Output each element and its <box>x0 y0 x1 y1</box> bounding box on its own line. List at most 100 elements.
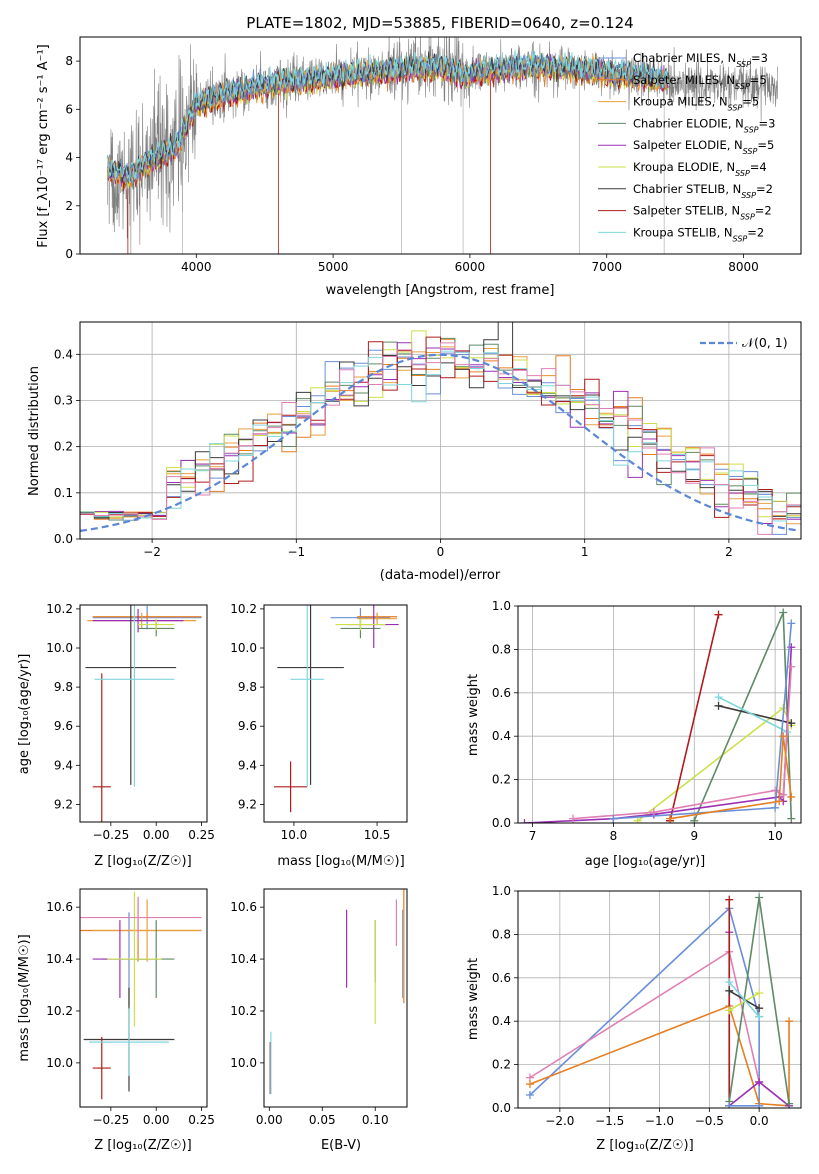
plot-area <box>520 608 796 823</box>
mw-marker-salpeter_miles-8-0 <box>666 814 675 823</box>
mw-marker-chabrier_miles-0-0 <box>525 1090 534 1099</box>
mw-marker-kroupa_elodie-6-0 <box>725 1006 734 1015</box>
y-tick-label-3: 0.6 <box>492 686 511 700</box>
x-tick-label-2: 6000 <box>455 260 486 274</box>
y-tick-label-0: 10.0 <box>46 1056 73 1070</box>
mw-marker-chabrier_elodie-5-2 <box>785 1099 794 1108</box>
model-line-chabrier_stelib <box>106 51 669 182</box>
x-tick-label-3: 7000 <box>591 260 622 274</box>
x-tick-label-2: 0.25 <box>188 828 215 842</box>
y-tick-label-0: 9.2 <box>238 797 257 811</box>
y-tick-label-2: 0.4 <box>492 1014 511 1028</box>
spectrum-xlabel: wavelength [Angstrom, rest frame] <box>326 283 555 298</box>
mw-marker-salpeter_miles-8-2 <box>779 732 788 741</box>
mw-marker-pink-6-3 <box>779 790 788 799</box>
mw-marker-salpeter_miles-2-4 <box>785 1017 794 1026</box>
x-tick-label-2: 0.25 <box>188 1113 215 1127</box>
x-tick-label-1: 10.5 <box>364 828 391 842</box>
hist-salpeter_stelib <box>80 336 801 539</box>
x-tick-label-1: −1 <box>287 545 305 559</box>
y-tick-label-3: 9.8 <box>54 680 73 694</box>
y-tick-label-3: 10.6 <box>230 900 257 914</box>
plot-area <box>85 605 202 822</box>
mw-marker-chabrier_elodie-1-1 <box>779 608 788 617</box>
y-tick-label-5: 1.0 <box>492 884 511 898</box>
legend-label-chabrier_stelib: Chabrier STELIB, NSSP=2 <box>633 182 773 200</box>
resid-legend: 𝒩(0, 1) <box>700 335 788 350</box>
mw-marker-pink-6-4 <box>787 662 796 671</box>
y-tick-label-1: 2 <box>65 199 73 213</box>
mw-marker-chabrier_elodie-1-2 <box>787 814 796 823</box>
y-tick-label-0: 9.2 <box>54 797 73 811</box>
legend-label-chabrier_elodie: Chabrier ELODIE, NSSP=3 <box>633 116 775 133</box>
mw-marker-salpeter_stelib-4-0 <box>725 895 734 904</box>
mw-marker-chabrier_miles-7-1 <box>771 803 780 812</box>
x-tick-label-0: 4000 <box>181 260 212 274</box>
y-tick-label-5: 1.0 <box>492 599 511 613</box>
axes-frame <box>79 36 802 255</box>
mw-line-kroupa_stelib-8 <box>728 981 760 1018</box>
x-tick-label-0: −0.25 <box>92 1113 129 1127</box>
legend-label-salpeter_miles: Salpeter MILES, NSSP=5 <box>633 73 767 91</box>
mw-marker-kroupa_stelib-4-0 <box>714 693 723 702</box>
y-tick-label-3: 6 <box>65 102 73 116</box>
mw-marker-salpeter_elodie-5-0 <box>520 819 529 823</box>
x-tick-label-4: 0.0 <box>750 1114 769 1128</box>
mw-marker-chabrier_elodie-5-1 <box>755 893 764 902</box>
axes-frame <box>517 890 802 1109</box>
y-tick-label-3: 9.8 <box>238 680 257 694</box>
mw-marker-chabrier_miles-9-1 <box>755 1101 764 1108</box>
legend-label-kroupa_stelib: Kroupa STELIB, NSSP=2 <box>633 225 764 243</box>
y-tick-label-3: 10.6 <box>46 900 73 914</box>
x-tick-label-2: 9 <box>690 829 698 843</box>
x-tick-label-1: −1.5 <box>595 1114 624 1128</box>
mw-marker-chabrier_miles-7-0 <box>609 814 618 823</box>
massZ-ylabel: mass [log₁₀(M/M☉)] <box>17 934 32 1061</box>
x-tick-label-3: −0.5 <box>695 1114 724 1128</box>
mw-marker-kroupa_stelib-8-1 <box>755 1012 764 1021</box>
axes-frame <box>263 888 408 1108</box>
y-tick-label-1: 0.2 <box>492 1058 511 1072</box>
mw-line-kroupa_elodie-6 <box>728 992 760 1012</box>
x-tick-label-0: −2.0 <box>545 1114 574 1128</box>
model-line-salpeter_elodie <box>106 50 669 187</box>
y-tick-label-4: 10.0 <box>46 641 73 655</box>
axes-frame <box>263 604 408 823</box>
y-tick-label-2: 9.6 <box>238 719 257 733</box>
y-tick-label-1: 10.2 <box>46 1004 73 1018</box>
normal-curve <box>80 353 799 532</box>
y-tick-label-1: 9.4 <box>54 758 73 772</box>
x-tick-label-0: −0.25 <box>92 828 129 842</box>
mw-marker-chabrier_stelib-7-0 <box>725 986 734 995</box>
y-tick-label-4: 0.4 <box>54 347 73 361</box>
age-vs-Z-plot: −0.25 0.00 0.25 9.2 9.4 9.6 9.8 10.0 10.2 <box>46 602 215 842</box>
x-tick-label-1: 0.05 <box>309 1113 336 1127</box>
axes-frame <box>517 605 802 824</box>
mw-marker-salpeter_miles-8-1 <box>775 797 784 806</box>
y-tick-label-0: 0.0 <box>492 816 511 830</box>
spectrum-ylabel: Flux [f_λ10⁻¹⁷ erg cm⁻² s⁻¹ A⁻¹] <box>36 44 51 248</box>
ageZ-ylabel: age [log₁₀(age/yr)] <box>17 654 32 775</box>
x-tick-label-3: 10 <box>767 829 782 843</box>
mass-vs-Z-plot: −0.25 0.00 0.25 10.0 10.2 10.4 10.6 <box>46 888 215 1127</box>
mwZ-xlabel: Z [log₁₀(Z/Z☉)] <box>596 1138 693 1153</box>
x-tick-label-0: 10.0 <box>281 828 308 842</box>
x-tick-label-0: 7 <box>529 829 537 843</box>
y-tick-label-5: 10.2 <box>230 602 257 616</box>
y-tick-label-1: 0.1 <box>54 486 73 500</box>
legend-label-kroupa_miles: Kroupa MILES, NSSP=5 <box>633 95 759 113</box>
mw-marker-pink-6-1 <box>649 808 658 817</box>
mw-line-chabrier_miles-0 <box>529 906 760 1106</box>
mw-marker-chabrier_stelib-7-1 <box>755 1004 764 1013</box>
x-tick-label-2: −1.0 <box>645 1114 674 1128</box>
y-tick-label-2: 10.4 <box>46 952 73 966</box>
mw-line-chabrier_stelib-3 <box>718 705 792 724</box>
spectrum-plot: 4000 5000 6000 7000 8000 0 2 4 6 8 <box>65 36 802 274</box>
plot-area <box>269 889 405 1095</box>
x-tick-label-1: 8 <box>610 829 618 843</box>
y-tick-label-1: 9.4 <box>238 758 257 772</box>
legend-label-salpeter_stelib: Salpeter STELIB, NSSP=2 <box>633 204 772 222</box>
x-tick-label-0: −2 <box>143 545 161 559</box>
y-tick-label-5: 10.2 <box>46 602 73 616</box>
